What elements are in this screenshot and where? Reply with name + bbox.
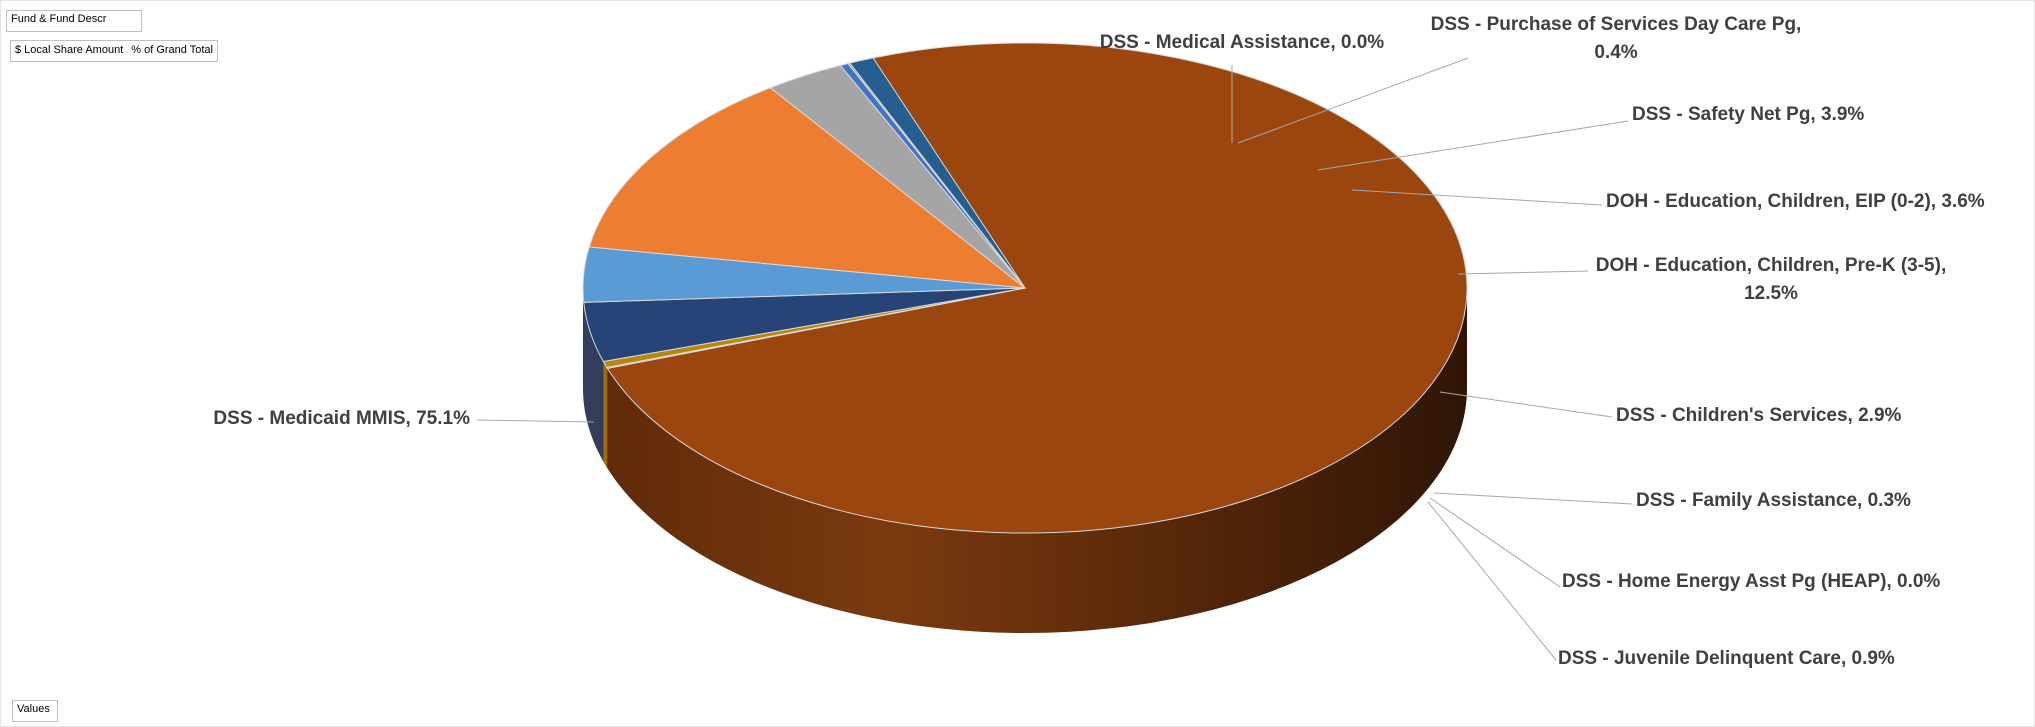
data-label: DSS - Children's Services, 2.9%: [1616, 405, 1902, 426]
pie-side-strip: [606, 367, 608, 469]
pie-side-wall: [583, 288, 1467, 633]
data-label: DSS - Medical Assistance, 0.0%: [1100, 32, 1385, 53]
data-label: DSS - Safety Net Pg, 3.9%: [1632, 104, 1864, 125]
value-field-buttons: $ Local Share Amount % of Grand Total: [10, 40, 218, 62]
pie-slice[interactable]: [606, 42, 1468, 534]
filter-field-button[interactable]: Fund & Fund Descr: [6, 10, 142, 32]
data-label: DSS - Family Assistance, 0.3%: [1636, 490, 1911, 511]
leader-line: [1351, 189, 1603, 206]
pie-slices: [582, 42, 1468, 534]
values-field-button[interactable]: Values: [12, 700, 58, 722]
data-label: DOH - Education, Children, EIP (0-2), 3.…: [1606, 191, 1985, 212]
pie-side-strip: [603, 361, 607, 468]
leader-line: [1237, 57, 1469, 144]
data-label: DSS - Juvenile Delinquent Care, 0.9%: [1558, 648, 1895, 669]
pie-slice[interactable]: [588, 87, 1027, 289]
data-label: DSS - Home Energy Asst Pg (HEAP), 0.0%: [1562, 571, 1940, 592]
leader-line: [476, 419, 595, 423]
percent-grand-total-button[interactable]: % of Grand Total: [131, 44, 213, 56]
leader-line: [1433, 492, 1633, 505]
data-labels: DSS - Medicaid MMIS, 75.1% DSS - Medical …: [213, 14, 1984, 669]
data-label: DSS - Medicaid MMIS, 75.1%: [213, 408, 470, 429]
leader-line: [1439, 391, 1613, 418]
local-share-amount-button[interactable]: $ Local Share Amount: [15, 44, 124, 56]
leader-line: [1457, 270, 1589, 275]
leader-line: [1427, 501, 1557, 661]
leader-line: [1317, 120, 1629, 171]
leader-line: [1429, 497, 1561, 588]
data-label: DSS - Purchase of Services Day Care Pg, 0…: [1431, 14, 1802, 63]
data-label: DOH - Education, Children, Pre-K (3-5), 1…: [1596, 255, 1946, 304]
leader-lines: [476, 57, 1633, 661]
pie-slice[interactable]: [848, 57, 1026, 289]
